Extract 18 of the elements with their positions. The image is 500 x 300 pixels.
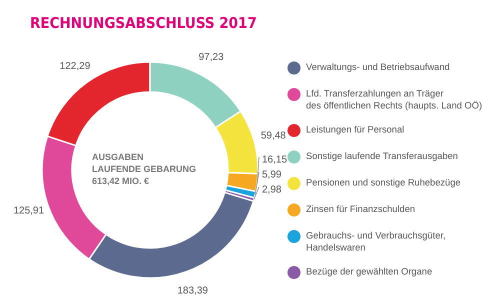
legend-label: Zinsen für Finanzschulden: [306, 204, 416, 214]
legend-label: Verwaltungs- und Betriebsaufwand: [306, 62, 450, 72]
legend-label: Gebrauchs- und Verbrauchsgüter, Handelswaren: [306, 230, 446, 253]
data-label: 59,48: [260, 130, 286, 142]
legend-label: Pensionen und sonstige Ruhebezüge: [306, 178, 461, 188]
chart-title: RECHNUNGSABSCHLUSS 2017: [30, 14, 257, 32]
legend-label: Bezüge der gewählten Organe: [306, 266, 432, 277]
data-label: 97,23: [198, 52, 224, 64]
text: AUSGABEN LAUFENDE GEBARUNG 613,42 MIO. €: [92, 152, 196, 186]
data-label: 5,99: [262, 170, 282, 181]
data-label: 125,91: [13, 206, 44, 217]
legend-label: Leistungen für Personal: [306, 124, 404, 135]
data-label: 16,15: [262, 154, 288, 166]
legend-label: Lfd. Transferzahlungen an Träger des öffentlichen Rechts (haupts. Land OÖ): [306, 88, 482, 111]
data-label: 2,98: [262, 184, 282, 196]
legend-label: Sonstige laufende Transferausgaben: [306, 151, 458, 162]
data-label: 122,29: [60, 60, 91, 72]
data-label: 183,39: [177, 285, 208, 296]
